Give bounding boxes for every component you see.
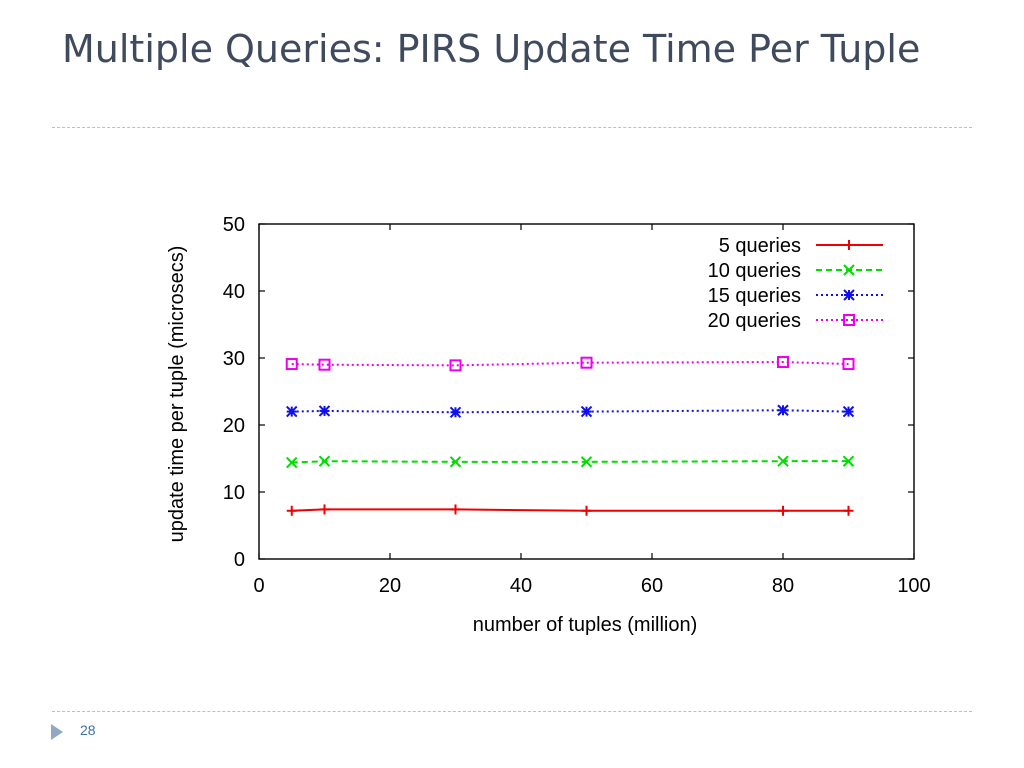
- data-point: [842, 358, 855, 371]
- data-point: [581, 505, 592, 516]
- x-tick-label: 0: [253, 575, 264, 597]
- data-point: [318, 358, 331, 371]
- data-point: [285, 358, 298, 371]
- axis-ticks: 0 20 40 60 80 100 0 10 20 30 40 50: [223, 214, 931, 597]
- y-tick-label: 30: [223, 348, 245, 370]
- data-point: [580, 405, 593, 418]
- chart-legend: 5 queries 10 queries 15 queries 20 queries: [708, 235, 883, 332]
- series-line: [291, 409, 849, 414]
- footer-arrow-icon: [51, 724, 63, 740]
- y-tick-label: 40: [223, 281, 245, 303]
- x-tick-label: 40: [510, 575, 532, 597]
- data-point: [777, 356, 789, 369]
- series-4: [285, 356, 855, 372]
- series-1: [286, 504, 854, 516]
- page-number: 28: [80, 722, 96, 738]
- footer-divider: [52, 711, 972, 712]
- data-point: [843, 505, 854, 516]
- y-tick-label: 10: [223, 482, 245, 504]
- x-tick-label: 100: [897, 575, 930, 597]
- data-point: [777, 455, 789, 467]
- data-point: [450, 504, 461, 515]
- chart-series: [285, 356, 855, 516]
- legend-label: 20 queries: [708, 310, 801, 332]
- series-line: [291, 460, 849, 464]
- y-tick-label: 50: [223, 214, 245, 236]
- data-point: [777, 404, 789, 416]
- data-point: [286, 505, 297, 516]
- data-point: [580, 456, 593, 468]
- legend-entry: 20 queries: [708, 310, 883, 332]
- legend-entry: 10 queries: [708, 260, 883, 282]
- y-tick-label: 0: [234, 549, 245, 571]
- data-point: [778, 505, 788, 516]
- legend-label: 5 queries: [719, 235, 801, 257]
- y-axis-label: update time per tuple (microsecs): [166, 246, 188, 543]
- series-line: [291, 361, 849, 367]
- title-divider: [52, 127, 972, 128]
- legend-label: 15 queries: [708, 285, 801, 307]
- data-point: [449, 359, 462, 372]
- data-point: [844, 240, 854, 250]
- data-point: [318, 405, 331, 417]
- data-point: [843, 289, 855, 301]
- series-2: [286, 455, 855, 469]
- series-3: [286, 404, 855, 418]
- plot-area-frame: [258, 223, 915, 560]
- data-point: [842, 455, 855, 467]
- data-point: [318, 455, 331, 467]
- legend-entry: 15 queries: [708, 285, 883, 307]
- data-point: [286, 456, 298, 469]
- data-point: [843, 314, 855, 326]
- data-point: [580, 356, 593, 369]
- slide-title: Multiple Queries: PIRS Update Time Per T…: [62, 27, 921, 71]
- x-tick-label: 60: [641, 575, 663, 597]
- series-line: [291, 508, 849, 512]
- data-point: [449, 456, 462, 468]
- data-point: [319, 504, 330, 515]
- legend-label: 10 queries: [708, 260, 801, 282]
- legend-entry: 5 queries: [719, 235, 883, 257]
- x-axis-label: number of tuples (million): [473, 614, 698, 636]
- data-point: [843, 264, 855, 276]
- x-tick-label: 80: [772, 575, 794, 597]
- data-point: [449, 406, 462, 418]
- y-tick-label: 20: [223, 415, 245, 437]
- x-tick-label: 20: [379, 575, 401, 597]
- data-point: [286, 405, 298, 418]
- data-point: [842, 405, 855, 418]
